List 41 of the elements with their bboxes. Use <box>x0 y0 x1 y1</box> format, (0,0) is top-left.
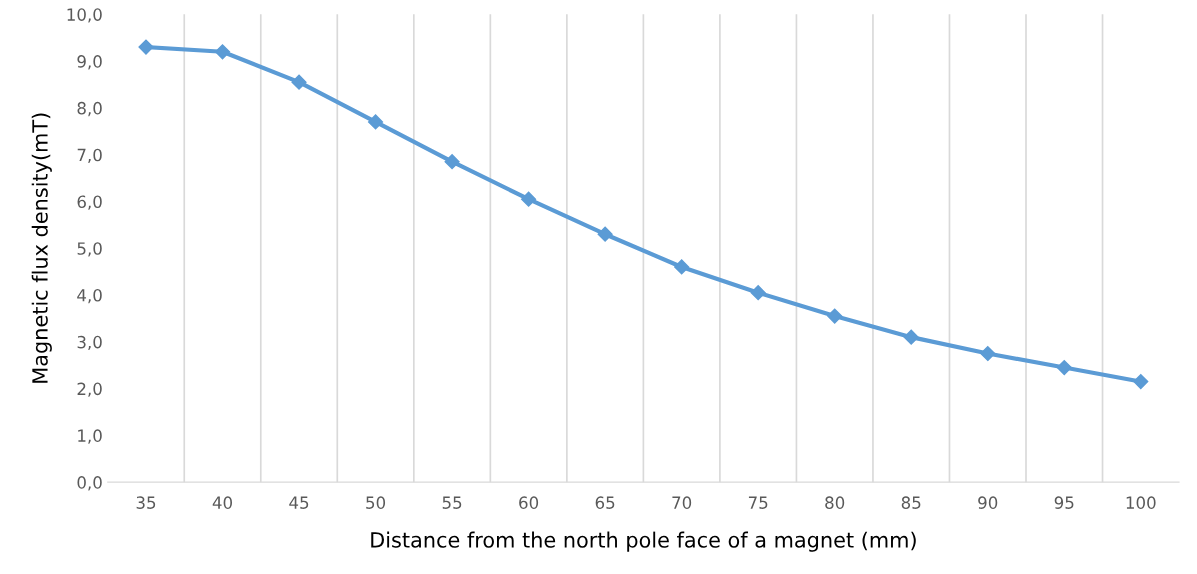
x-tick-label: 75 <box>748 496 768 509</box>
point <box>980 345 996 362</box>
point <box>444 154 460 170</box>
x-axis-title: Distance from the north pole face of a magnet (mm) <box>371 531 916 552</box>
x-tick-label: 100 <box>1126 496 1156 509</box>
x-tick-label: 60 <box>519 496 539 509</box>
x-tick-label: 45 <box>289 496 309 509</box>
point <box>214 44 231 60</box>
x-tick-label: 65 <box>595 496 615 509</box>
point <box>903 329 919 345</box>
point <box>521 191 537 207</box>
y-tick-label: 5,0 <box>77 242 102 257</box>
x-tick-label: 50 <box>366 496 386 509</box>
point <box>1056 359 1072 376</box>
x-tick-label: 95 <box>1054 496 1074 509</box>
point <box>1133 374 1149 390</box>
point <box>367 114 384 130</box>
y-tick-label: 7,0 <box>77 148 102 163</box>
x-tick-label: 90 <box>978 496 998 509</box>
x-tick-label: 80 <box>825 496 845 509</box>
y-tick-label: 6,0 <box>77 195 102 210</box>
x-tick-label: 35 <box>136 496 156 509</box>
point <box>138 39 154 55</box>
y-tick-label: 1,0 <box>78 429 102 444</box>
x-tick-label: 85 <box>901 496 921 509</box>
y-tick-label: 10,0 <box>67 8 102 23</box>
point <box>750 285 766 301</box>
point <box>827 308 843 324</box>
y-tick-label: 4,0 <box>77 289 102 304</box>
x-tick-label: 40 <box>212 496 233 509</box>
point <box>674 259 690 275</box>
point <box>291 74 307 90</box>
x-tick-label: 55 <box>442 496 462 509</box>
x-tick-label: 70 <box>672 496 692 509</box>
y-tick-label: 8,0 <box>77 101 102 117</box>
y-tick-label: 3,0 <box>77 335 102 351</box>
y-tick-label: 9,0 <box>77 55 102 70</box>
y-axis-title: Magnetic flux density(mT) <box>31 113 52 383</box>
y-tick-label: 0,0 <box>77 476 102 491</box>
point <box>597 226 613 242</box>
y-tick-label: 2,0 <box>77 382 102 397</box>
